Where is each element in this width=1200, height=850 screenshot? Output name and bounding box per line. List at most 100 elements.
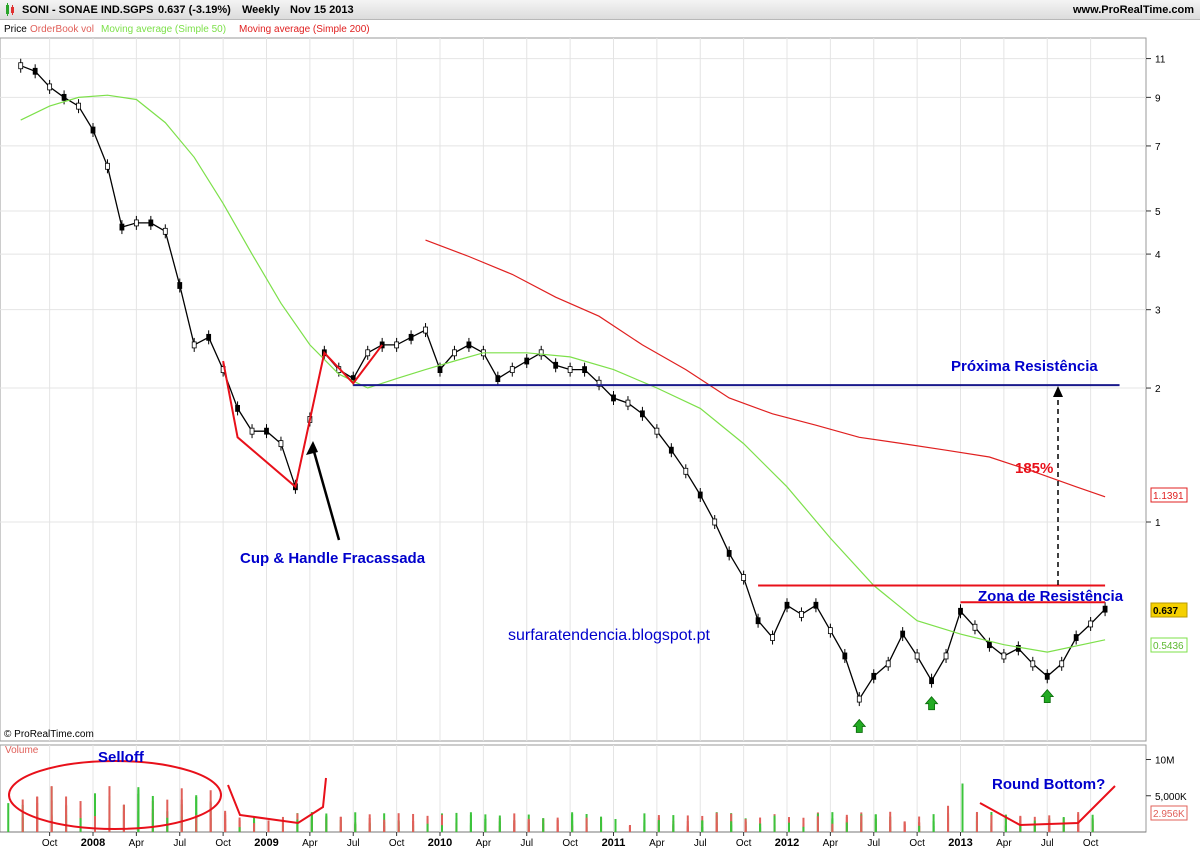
volume-bar: [180, 788, 183, 832]
x-tick-label: 2010: [428, 837, 452, 849]
price-candle: [509, 366, 515, 374]
x-tick-label: 2009: [254, 837, 278, 849]
volume-bar: [325, 813, 328, 832]
price-candle: [842, 652, 848, 660]
date-label: Nov 15 2013: [290, 4, 354, 16]
up-arrow-1: [924, 696, 939, 711]
volume-bar: [744, 819, 747, 832]
volume-bar: [1019, 825, 1022, 832]
price-candle: [18, 62, 24, 70]
volume-bar: [860, 815, 863, 832]
price-panel-frame: [0, 37, 1147, 742]
series-1-line: [20, 94, 1106, 653]
volume-bar: [7, 803, 10, 832]
target-arrowhead: [1053, 386, 1063, 397]
price-candle: [365, 349, 371, 357]
svg-text:1.1391: 1.1391: [1153, 491, 1184, 502]
volume-bar: [947, 814, 950, 832]
volume-bar: [267, 820, 270, 832]
cup-handle-outline: [222, 344, 383, 489]
volume-bar: [180, 820, 183, 832]
price-candle: [423, 326, 428, 334]
up-arrow-0: [852, 718, 867, 733]
price-candle: [755, 617, 761, 625]
x-tick-label: 2011: [602, 837, 626, 849]
price-candle: [668, 446, 674, 454]
volume-bar: [50, 786, 53, 832]
volume-bar: [788, 823, 790, 832]
x-tick-label: Jul: [1041, 838, 1054, 849]
y-tick-label: 7: [1155, 142, 1161, 153]
volume-bar: [224, 824, 227, 832]
volume-bars: [7, 783, 1094, 832]
x-tick-label: Jul: [867, 838, 880, 849]
price-candle: [1073, 634, 1079, 641]
x-tick-label: 2013: [948, 837, 972, 849]
volume-bar: [686, 821, 689, 832]
price-candle: [437, 366, 443, 374]
volume-bar: [122, 811, 125, 832]
volume-bar: [643, 813, 646, 832]
volume-bar: [1077, 820, 1080, 832]
volume-bar: [1019, 815, 1022, 832]
tag-ma200: 1.1391: [1150, 487, 1188, 503]
x-tick-label: Oct: [562, 838, 578, 849]
volume-bar: [918, 825, 921, 832]
price-candle: [856, 695, 862, 703]
volume-bar: [79, 818, 82, 832]
volume-bar: [628, 825, 631, 832]
symbol-title: SONI - SONAE IND.SGPS: [22, 4, 154, 16]
price-candle: [538, 349, 544, 357]
x-tick-label: 2008: [81, 837, 105, 849]
volume-bar: [238, 819, 241, 832]
volume-bar: [224, 814, 227, 832]
volume-bar: [816, 816, 819, 832]
volume-bar: [310, 812, 313, 832]
x-tick-label: Apr: [823, 838, 839, 849]
x-tick-label: Apr: [129, 838, 145, 849]
volume-bar: [701, 820, 704, 832]
volume-bar: [527, 820, 530, 832]
price-candle: [871, 672, 877, 680]
volume-bar: [94, 816, 96, 832]
price-candle: [770, 634, 775, 641]
cup-handle-label: Cup & Handle Fracassada: [240, 550, 426, 567]
x-tick-label: Oct: [42, 838, 58, 849]
price-candle: [654, 427, 660, 435]
price-candle: [799, 610, 804, 618]
volume-bar: [672, 815, 675, 832]
price-candle: [264, 427, 269, 435]
volume-bar: [1091, 814, 1094, 832]
copyright-text: © ProRealTime.com: [4, 729, 94, 740]
annotation-shapes: [8, 344, 1120, 830]
price-candle: [972, 623, 978, 631]
price-candle: [1088, 620, 1094, 628]
volume-bar: [715, 812, 718, 832]
volume-bar: [137, 793, 140, 832]
price-candle: [76, 102, 81, 110]
volume-bar: [672, 824, 675, 832]
volume-bar: [542, 818, 545, 832]
volume-bar: [65, 804, 68, 832]
tag-last-price: 0.637: [1150, 602, 1188, 618]
vol-tick-label: 5,000K: [1155, 792, 1187, 803]
tag-volume: 2.956K: [1150, 805, 1188, 821]
price-candle: [466, 341, 472, 349]
price-candle: [177, 282, 183, 289]
volume-bar: [759, 823, 762, 832]
top-bar: SONI - SONAE IND.SGPS 0.637 (-3.19%) Wee…: [0, 0, 1200, 20]
y-tick-label: 2: [1155, 384, 1161, 395]
y-tick-label: 3: [1155, 306, 1161, 317]
legend-price: Price: [4, 24, 27, 35]
price-candle: [741, 574, 747, 581]
site-link[interactable]: www.ProRealTime.com: [1072, 4, 1194, 16]
volume-bar: [455, 812, 458, 832]
volume-bar: [238, 827, 241, 832]
svg-text:2.956K: 2.956K: [1153, 809, 1185, 820]
price-candle: [712, 518, 718, 526]
volume-bar: [831, 812, 834, 832]
volume-bar: [556, 817, 559, 832]
next-resistance-label: Próxima Resistência: [951, 358, 1098, 375]
resistance-zone-label: Zona de Resistência: [978, 588, 1124, 605]
volume-bar: [918, 816, 921, 832]
